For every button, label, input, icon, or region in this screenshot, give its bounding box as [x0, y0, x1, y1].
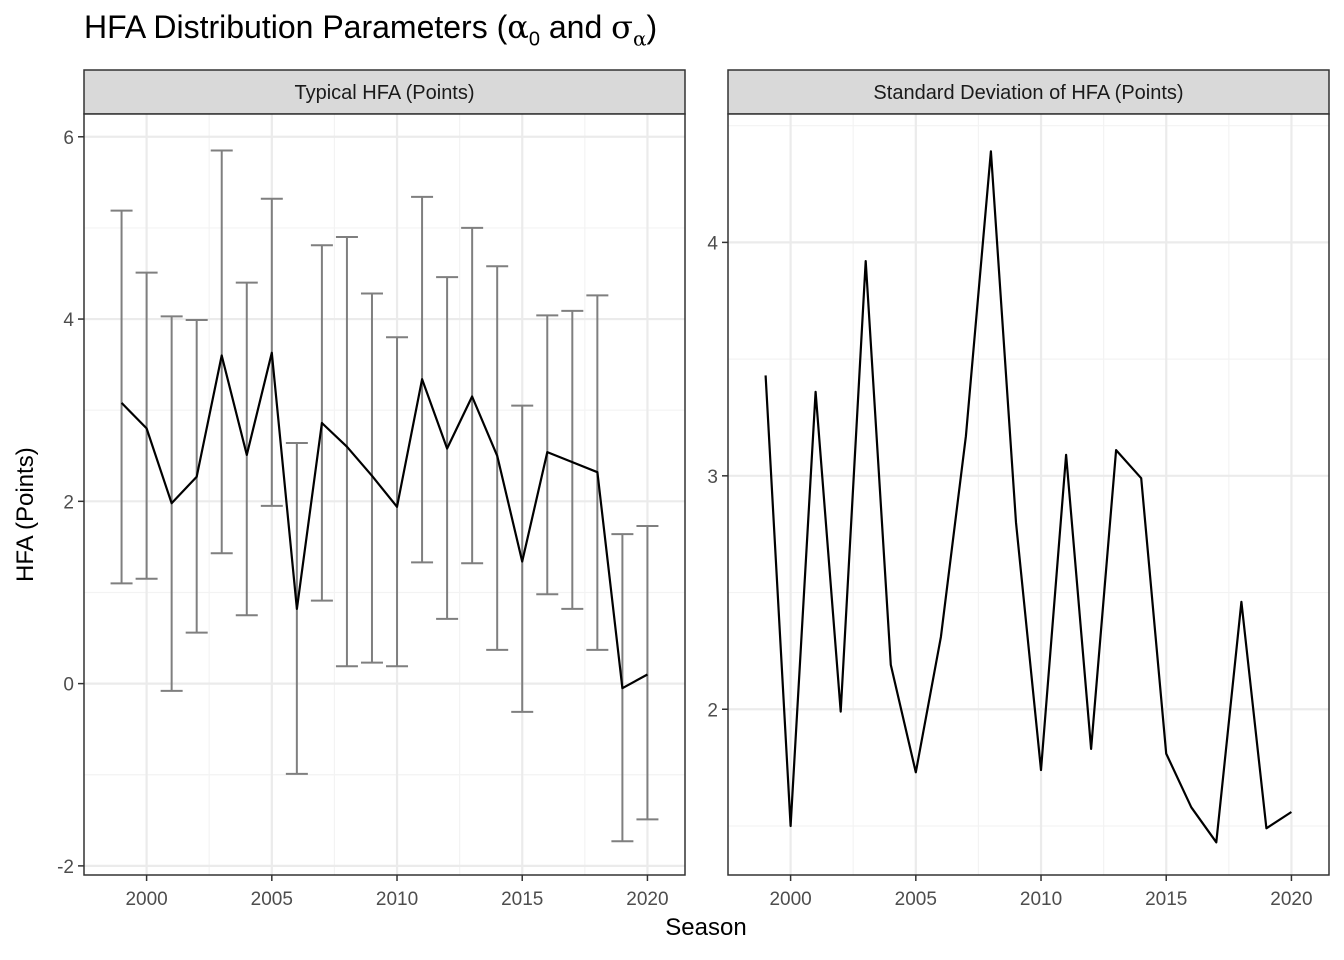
x-axis-label: Season: [665, 914, 747, 941]
strip-label-typical-hfa: Typical HFA (Points): [294, 82, 474, 104]
y-tick-label: 0: [63, 675, 74, 696]
x-tick-label: 2015: [1145, 889, 1187, 910]
series-line: [120, 351, 648, 690]
y-tick-label: 4: [63, 310, 74, 331]
y-tick-label: 4: [707, 233, 718, 254]
strip-label-sd-hfa: Standard Deviation of HFA (Points): [873, 82, 1183, 104]
panel-border: [727, 113, 1330, 876]
y-tick-label: 2: [63, 492, 74, 513]
series-line: [764, 150, 1293, 844]
x-tick-label: 2020: [626, 889, 668, 910]
panel-border: [83, 113, 686, 876]
x-tick-label: 2000: [769, 889, 811, 910]
panel-background: [728, 114, 1329, 875]
x-tick-label: 2005: [251, 889, 293, 910]
y-tick-label: -2: [57, 857, 74, 878]
strip-typical-hfa: [83, 69, 686, 115]
panel-sd-hfa: Standard Deviation of HFA (Points) 2000 2…: [707, 69, 1330, 910]
y-tick-label: 3: [707, 467, 718, 488]
panel-typical-hfa: Typical HFA (Points) 2000 2005 2010 2015 202…: [57, 69, 686, 910]
x-tick-label: 2020: [1270, 889, 1312, 910]
y-tick-label: 6: [63, 128, 74, 149]
x-tick-label: 2015: [501, 889, 543, 910]
x-tick-label: 2010: [376, 889, 418, 910]
y-tick-label: 2: [707, 700, 718, 721]
strip-sd-hfa: [727, 69, 1330, 115]
chart-title: HFA Distribution Parameters (α0 and σα): [84, 8, 658, 51]
x-tick-label: 2000: [125, 889, 167, 910]
x-tick-label: 2010: [1020, 889, 1062, 910]
y-axis-label: HFA (Points): [12, 447, 39, 582]
x-tick-label: 2005: [895, 889, 937, 910]
